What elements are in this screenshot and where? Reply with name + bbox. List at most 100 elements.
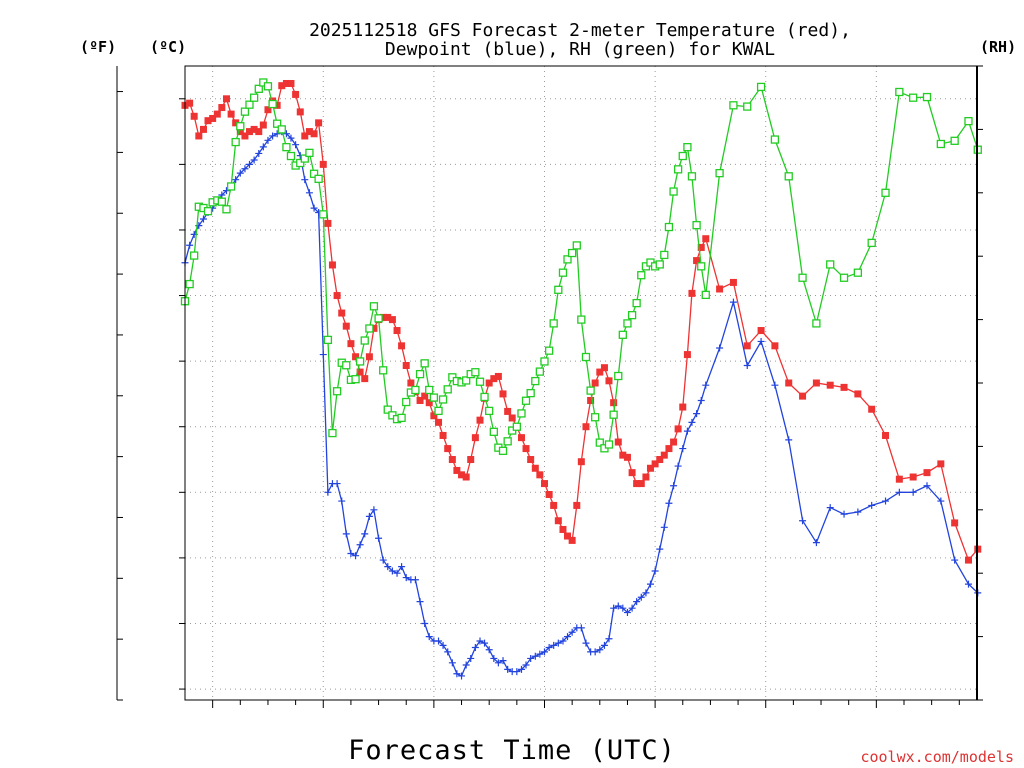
dewpoint-point [568, 628, 576, 636]
rh-point [673, 165, 683, 174]
temperature-point [670, 438, 678, 446]
dewpoint-point [425, 633, 433, 641]
dewpoint-point [610, 604, 618, 612]
temperature-point [204, 117, 212, 125]
dewpoint-point [757, 337, 765, 345]
dewpoint-point [370, 506, 378, 514]
rh-point [203, 207, 213, 216]
temperature-point [365, 353, 373, 361]
dewpoint-point [347, 550, 355, 558]
temperature-point [421, 392, 429, 400]
series-1 [181, 128, 982, 680]
dewpoint-point [232, 176, 240, 184]
temperature-point [596, 368, 604, 376]
dewpoint-point [826, 504, 834, 512]
rh-point [480, 392, 489, 402]
dewpoint-point [785, 436, 793, 444]
rh-point [540, 357, 549, 366]
dewpoint-point [614, 602, 622, 610]
temperature-point [467, 456, 475, 464]
rh-point [853, 268, 863, 277]
rh-point [591, 413, 600, 422]
dewpoint-point [241, 165, 249, 173]
temperature-point [186, 99, 194, 107]
temperature-point [637, 480, 645, 488]
dewpoint-point [352, 552, 360, 560]
rh-point [296, 158, 305, 168]
temperature-point [255, 128, 263, 136]
temperature-point [278, 82, 286, 90]
dewpoint-point [458, 672, 466, 680]
temperature-point [338, 309, 346, 317]
dewpoint-point [702, 381, 710, 389]
temperature-point [587, 396, 595, 404]
rh-point [498, 446, 508, 455]
temperature-point [282, 79, 290, 87]
dewpoint-point [444, 648, 452, 656]
temperature-point [494, 372, 502, 380]
rh-point [692, 220, 701, 230]
temperature-point [693, 257, 701, 265]
temperature-point [393, 327, 401, 335]
rh-point [526, 388, 535, 398]
temperature-point [531, 464, 539, 472]
rh-point [595, 438, 604, 447]
temperature-point [923, 469, 931, 477]
temperature-point [826, 381, 834, 389]
temperature-point [384, 313, 392, 321]
rh-point [475, 377, 485, 386]
dewpoint-point [693, 410, 701, 418]
dewpoint-point [398, 563, 406, 571]
temperature-point [591, 379, 599, 387]
temperature-point [522, 445, 530, 453]
rh-point [379, 366, 388, 375]
temperature-point [633, 480, 641, 488]
dewpoint-point [591, 648, 599, 656]
temperature-point [540, 480, 548, 488]
temperature-point [729, 278, 737, 286]
rh-point [729, 101, 738, 110]
dewpoint-point [264, 136, 272, 144]
temperature-point [430, 412, 438, 420]
rh-point [471, 368, 480, 377]
temperature-point [517, 434, 525, 442]
temperature-point [665, 445, 673, 453]
dewpoint-point [324, 488, 332, 496]
series-line-1 [184, 130, 979, 677]
dewpoint-point [476, 637, 484, 645]
dewpoint-point [799, 517, 807, 525]
dewpoint-point [375, 534, 383, 542]
temperature-point [642, 473, 650, 481]
rh-point [185, 279, 194, 289]
dewpoint-point [411, 576, 419, 584]
series-0 [181, 79, 982, 564]
dewpoint-point [771, 381, 779, 389]
dewpoint-point [937, 497, 945, 505]
dewpoint-point [577, 624, 585, 632]
temperature-point [683, 351, 691, 359]
rh-point [660, 250, 669, 260]
rh-point [609, 410, 618, 419]
dewpoint-point [868, 501, 876, 509]
temperature-point [241, 132, 249, 140]
temperature-point [352, 353, 360, 361]
rh-point [558, 268, 568, 277]
dewpoint-point [273, 130, 281, 138]
temperature-point [882, 431, 890, 439]
temperature-point [799, 392, 807, 400]
credit-text: coolwx.com/models [860, 748, 1014, 766]
temperature-point [656, 456, 664, 464]
temperature-point [646, 464, 654, 472]
grid-lines [185, 66, 977, 700]
rh-point [909, 93, 918, 102]
rh-point [701, 290, 710, 300]
temperature-point [439, 431, 447, 439]
dewpoint-point [646, 580, 654, 588]
dewpoint-point [471, 644, 479, 652]
temperature-point [600, 364, 608, 372]
temperature-point [909, 473, 917, 481]
rh-point [798, 273, 807, 282]
temperature-point [287, 79, 295, 87]
temperature-point [370, 324, 378, 332]
